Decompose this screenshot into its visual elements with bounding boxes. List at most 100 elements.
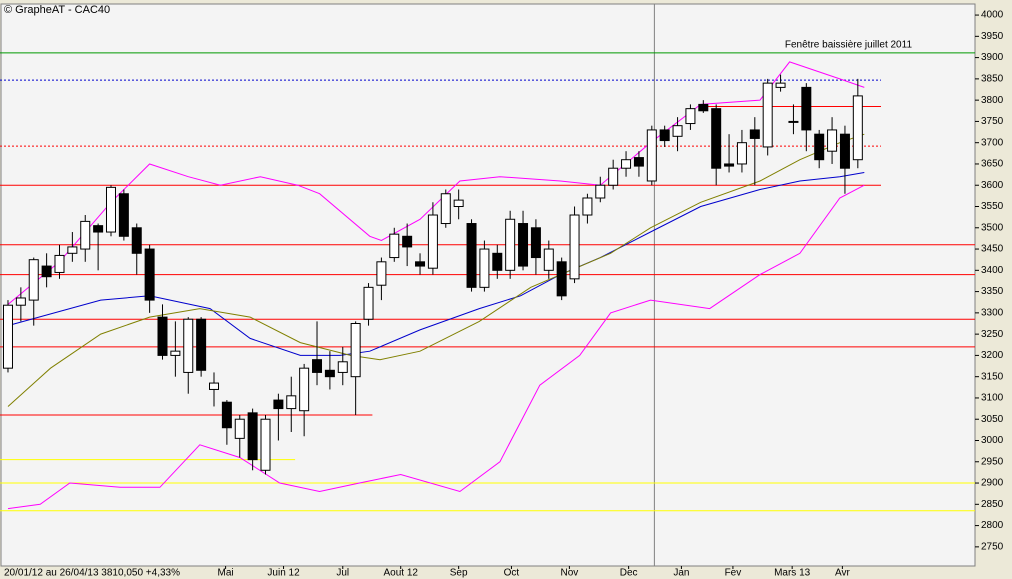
x-tick-label: Aout 12 xyxy=(383,568,418,579)
y-tick-label: 3150 xyxy=(981,371,1004,382)
candle-body xyxy=(814,133,825,161)
candle-body xyxy=(852,95,863,161)
candle-body xyxy=(633,157,644,167)
x-tick-label: Avr xyxy=(835,568,850,579)
candle-body xyxy=(105,186,116,233)
x-tick-label: Jul xyxy=(336,568,349,579)
candle-body xyxy=(646,129,657,182)
annotation: Fenêtre baissière juillet 2011 xyxy=(785,40,913,51)
y-tick-label: 3800 xyxy=(981,95,1004,106)
y-tick-label: 2850 xyxy=(981,499,1004,510)
candle-body xyxy=(299,367,310,412)
candle-body xyxy=(839,133,850,169)
indicator-line xyxy=(7,184,865,510)
candle-body xyxy=(711,108,722,169)
y-tick-label: 3300 xyxy=(981,308,1004,319)
x-tick-label: Mars 13 xyxy=(774,568,811,579)
indicator-line xyxy=(7,172,865,356)
candle-body xyxy=(247,412,258,461)
candle-body xyxy=(389,233,400,259)
candle-body xyxy=(286,395,297,410)
y-tick-label: 3450 xyxy=(981,244,1004,255)
x-tick-label: Sep xyxy=(450,568,468,579)
candle-body xyxy=(749,129,760,139)
y-tick-label: 3000 xyxy=(981,435,1004,446)
chart-title: © GrapheAT - CAC40 xyxy=(4,4,110,16)
x-tick-label: Fev xyxy=(725,568,742,579)
candle-body xyxy=(672,125,683,137)
x-tick-label: Nov xyxy=(560,568,578,579)
candle-body xyxy=(376,261,387,286)
y-tick-label: 3750 xyxy=(981,116,1004,127)
candle-body xyxy=(118,193,129,237)
candle-body xyxy=(479,248,490,288)
candle-body xyxy=(698,103,709,112)
candle-body xyxy=(595,184,606,199)
y-tick-label: 3950 xyxy=(981,31,1004,42)
y-tick-label: 3100 xyxy=(981,393,1004,404)
candle-body xyxy=(15,297,26,306)
candle-body xyxy=(157,316,168,356)
candle-body xyxy=(41,265,52,278)
x-tick-label: Mai xyxy=(218,568,234,579)
candle-body xyxy=(350,323,361,378)
candle-body xyxy=(582,197,593,216)
candle-body xyxy=(440,193,451,225)
candle-body xyxy=(54,254,65,273)
candle-body xyxy=(530,227,541,259)
x-tick-label: Oct xyxy=(504,568,520,579)
candle-body xyxy=(415,261,426,267)
candle-body xyxy=(505,218,516,271)
candle-body xyxy=(788,120,799,123)
candle-body xyxy=(685,108,696,125)
indicator-line xyxy=(7,133,865,407)
candle-body xyxy=(260,418,271,471)
y-tick-label: 4000 xyxy=(981,10,1004,21)
y-tick-label: 2800 xyxy=(981,520,1004,531)
y-tick-label: 3700 xyxy=(981,137,1004,148)
candle-body xyxy=(621,159,632,169)
candle-body xyxy=(518,223,529,267)
candle-body xyxy=(170,350,181,356)
candle-body xyxy=(762,82,773,148)
candle-body xyxy=(337,361,348,373)
y-tick-label: 2950 xyxy=(981,456,1004,467)
candle-body xyxy=(131,227,142,254)
candle-body xyxy=(775,82,786,88)
candle-body xyxy=(144,248,155,301)
x-tick-label: Dec xyxy=(620,568,638,579)
y-tick-label: 3500 xyxy=(981,222,1004,233)
info-text: 20/01/12 au 26/04/13 3810,050 +4,33% xyxy=(4,568,180,579)
candle-body xyxy=(453,199,464,208)
y-tick-label: 3550 xyxy=(981,201,1004,212)
candle-body xyxy=(183,318,194,373)
candle-body xyxy=(736,142,747,165)
candle-body xyxy=(234,418,245,439)
candle-body xyxy=(827,129,838,152)
x-tick-label: Jan xyxy=(673,568,689,579)
candle-body xyxy=(2,304,13,369)
candle-body xyxy=(466,223,477,288)
y-tick-label: 2750 xyxy=(981,541,1004,552)
y-tick-label: 3400 xyxy=(981,265,1004,276)
indicator-line xyxy=(7,61,865,305)
y-tick-label: 3250 xyxy=(981,329,1004,340)
y-tick-label: 3350 xyxy=(981,286,1004,297)
candle-body xyxy=(196,318,207,371)
candle-body xyxy=(556,261,567,297)
y-tick-label: 3850 xyxy=(981,74,1004,85)
y-tick-label: 3650 xyxy=(981,159,1004,170)
y-tick-label: 3050 xyxy=(981,414,1004,425)
candle-body xyxy=(724,163,735,167)
candle-body xyxy=(67,246,78,254)
candle-body xyxy=(608,167,619,186)
y-tick-label: 3900 xyxy=(981,52,1004,63)
candle-body xyxy=(402,235,413,248)
candle-body xyxy=(543,248,554,271)
candle-body xyxy=(209,382,220,390)
candle-body xyxy=(492,252,503,271)
candle-body xyxy=(80,220,91,250)
y-tick-label: 3200 xyxy=(981,350,1004,361)
candle-body xyxy=(801,86,812,131)
